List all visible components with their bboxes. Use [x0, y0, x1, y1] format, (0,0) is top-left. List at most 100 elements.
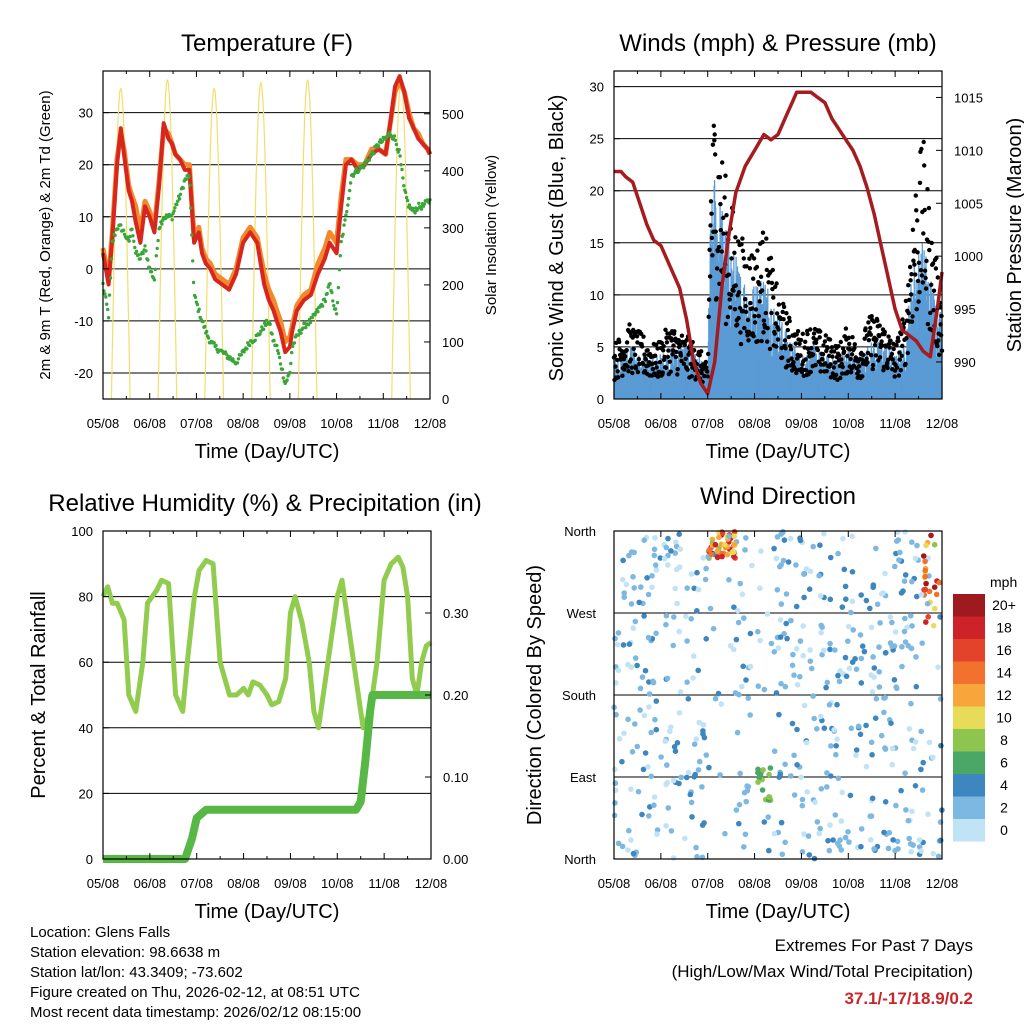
direction-point [804, 789, 810, 795]
gust-point [726, 272, 731, 277]
direction-point [930, 622, 937, 629]
direction-point [817, 593, 824, 599]
direction-point [694, 853, 700, 860]
y-right-tick-label: 100 [442, 335, 464, 350]
direction-point [701, 734, 708, 741]
gust-point [937, 352, 942, 357]
gust-point [706, 297, 712, 302]
direction-point [634, 743, 641, 750]
direction-point [735, 607, 741, 614]
direction-point [671, 744, 678, 750]
direction-point [787, 535, 794, 542]
direction-point [642, 667, 649, 674]
gust-point [715, 248, 721, 254]
direction-point [918, 591, 925, 598]
gust-point [890, 357, 895, 362]
direction-point [736, 691, 742, 698]
temperature-title: Temperature (F) [181, 30, 353, 57]
direction-point [906, 835, 912, 842]
gust-point [670, 352, 675, 357]
dewpoint-point [146, 258, 150, 262]
gust-point [918, 268, 924, 273]
x-tick-label: 10/08 [320, 416, 353, 431]
direction-point [832, 812, 839, 818]
direction-point [780, 557, 787, 564]
gust-point [670, 348, 676, 353]
gust-point [864, 356, 869, 361]
y-right-tick-label: 0.20 [443, 688, 468, 703]
gust-point [856, 369, 861, 374]
direction-point [863, 722, 869, 729]
gust-point [761, 318, 767, 323]
gust-point [672, 329, 677, 334]
direction-point [836, 678, 843, 685]
colorbar-swatch [953, 594, 985, 617]
direction-point [672, 748, 679, 754]
gust-point [669, 338, 674, 343]
gust-point [711, 123, 716, 128]
direction-point [691, 585, 697, 592]
dewpoint-point [299, 331, 303, 335]
dewpoint-point [136, 253, 141, 257]
gust-point [887, 345, 892, 350]
gust-point [628, 357, 634, 362]
info-latlon: Station lat/lon: 43.3409; -73.602 [30, 964, 243, 981]
direction-point [726, 533, 732, 540]
direction-point [887, 614, 894, 620]
dewpoint-point [153, 267, 157, 272]
gust-point [922, 268, 928, 273]
direction-point [710, 625, 717, 632]
direction-point [919, 640, 925, 646]
dewpoint-point [132, 239, 136, 243]
gust-point [738, 330, 743, 335]
direction-point [737, 770, 743, 777]
gust-point [879, 339, 884, 344]
direction-point [905, 643, 912, 649]
gust-point [908, 278, 913, 283]
direction-point [670, 855, 677, 861]
direction-point [922, 558, 928, 565]
direction-point [882, 745, 888, 751]
direction-point [928, 532, 934, 539]
direction-point [691, 741, 698, 747]
y-tick-label: 20 [79, 158, 93, 173]
dewpoint-point [354, 166, 358, 171]
direction-point [818, 786, 825, 792]
direction-point [827, 646, 833, 653]
direction-point [682, 835, 688, 842]
dewpoint-point [154, 254, 158, 258]
direction-point [755, 779, 761, 785]
gust-point [864, 333, 870, 338]
gust-point [904, 336, 909, 341]
direction-point [619, 843, 626, 850]
gust-point [774, 311, 780, 316]
dewpoint-point [362, 166, 366, 170]
dewpoint-point [189, 206, 193, 210]
y-tick-label: 20 [79, 786, 93, 801]
gust-point [718, 201, 723, 207]
direction-title: Wind Direction [700, 483, 856, 510]
direction-point [888, 720, 894, 726]
direction-point [826, 847, 833, 854]
gust-point [821, 343, 826, 348]
dewpoint-point [304, 325, 308, 330]
dewpoint-point [277, 355, 282, 360]
direction-point [648, 729, 654, 736]
direction-point [846, 665, 853, 672]
wind-direction-panel: Wind Direction 05/08 06/08 07/08 08/08 09/08… [524, 483, 1017, 923]
direction-point [868, 672, 874, 678]
dewpoint-point [399, 163, 403, 167]
direction-point [830, 837, 836, 843]
gust-point [915, 278, 921, 284]
dewpoint-point [397, 148, 401, 152]
dewpoint-point [343, 218, 347, 222]
direction-point [801, 831, 807, 837]
gust-point [659, 340, 664, 346]
gust-point [936, 338, 941, 343]
gust-point [847, 341, 852, 347]
gust-point [615, 369, 620, 374]
direction-point [736, 801, 743, 808]
dewpoint-point [320, 304, 325, 308]
dewpoint-point [106, 316, 111, 320]
direction-point [816, 830, 822, 837]
